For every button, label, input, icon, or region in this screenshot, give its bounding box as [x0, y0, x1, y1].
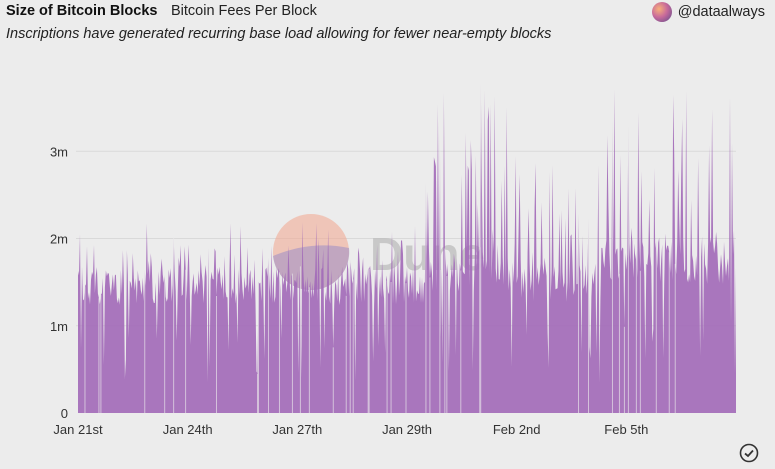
block-size-area [78, 83, 736, 413]
y-axis-ticks: 0 1m 2m 3m [50, 144, 68, 421]
check-circle-icon[interactable] [739, 443, 759, 463]
y-tick-label: 0 [61, 406, 68, 421]
y-tick-label: 1m [50, 319, 68, 334]
y-tick-label: 2m [50, 232, 68, 247]
author-name[interactable]: @dataalways [677, 4, 765, 20]
avatar-icon [651, 2, 672, 22]
chart-header: Size of Bitcoin Blocks Bitcoin Fees Per … [6, 2, 765, 22]
chart-subtitle: Inscriptions have generated recurring ba… [6, 26, 552, 42]
x-tick-label: Feb 5th [604, 422, 648, 437]
tab-bitcoin-fees-per-block[interactable]: Bitcoin Fees Per Block [171, 3, 317, 19]
chart-title: Size of Bitcoin Blocks [6, 3, 158, 19]
x-axis-ticks: Jan 21st Jan 24th Jan 27th Jan 29th Feb 2nd F… [53, 422, 648, 437]
author-link[interactable]: @dataalways [651, 2, 765, 22]
y-tick-label: 3m [50, 144, 68, 159]
x-tick-label: Jan 27th [272, 422, 322, 437]
block-size-spikes [84, 83, 676, 413]
x-tick-label: Jan 29th [382, 422, 432, 437]
x-tick-label: Feb 2nd [493, 422, 541, 437]
x-tick-label: Jan 21st [53, 422, 103, 437]
x-tick-label: Jan 24th [163, 422, 213, 437]
